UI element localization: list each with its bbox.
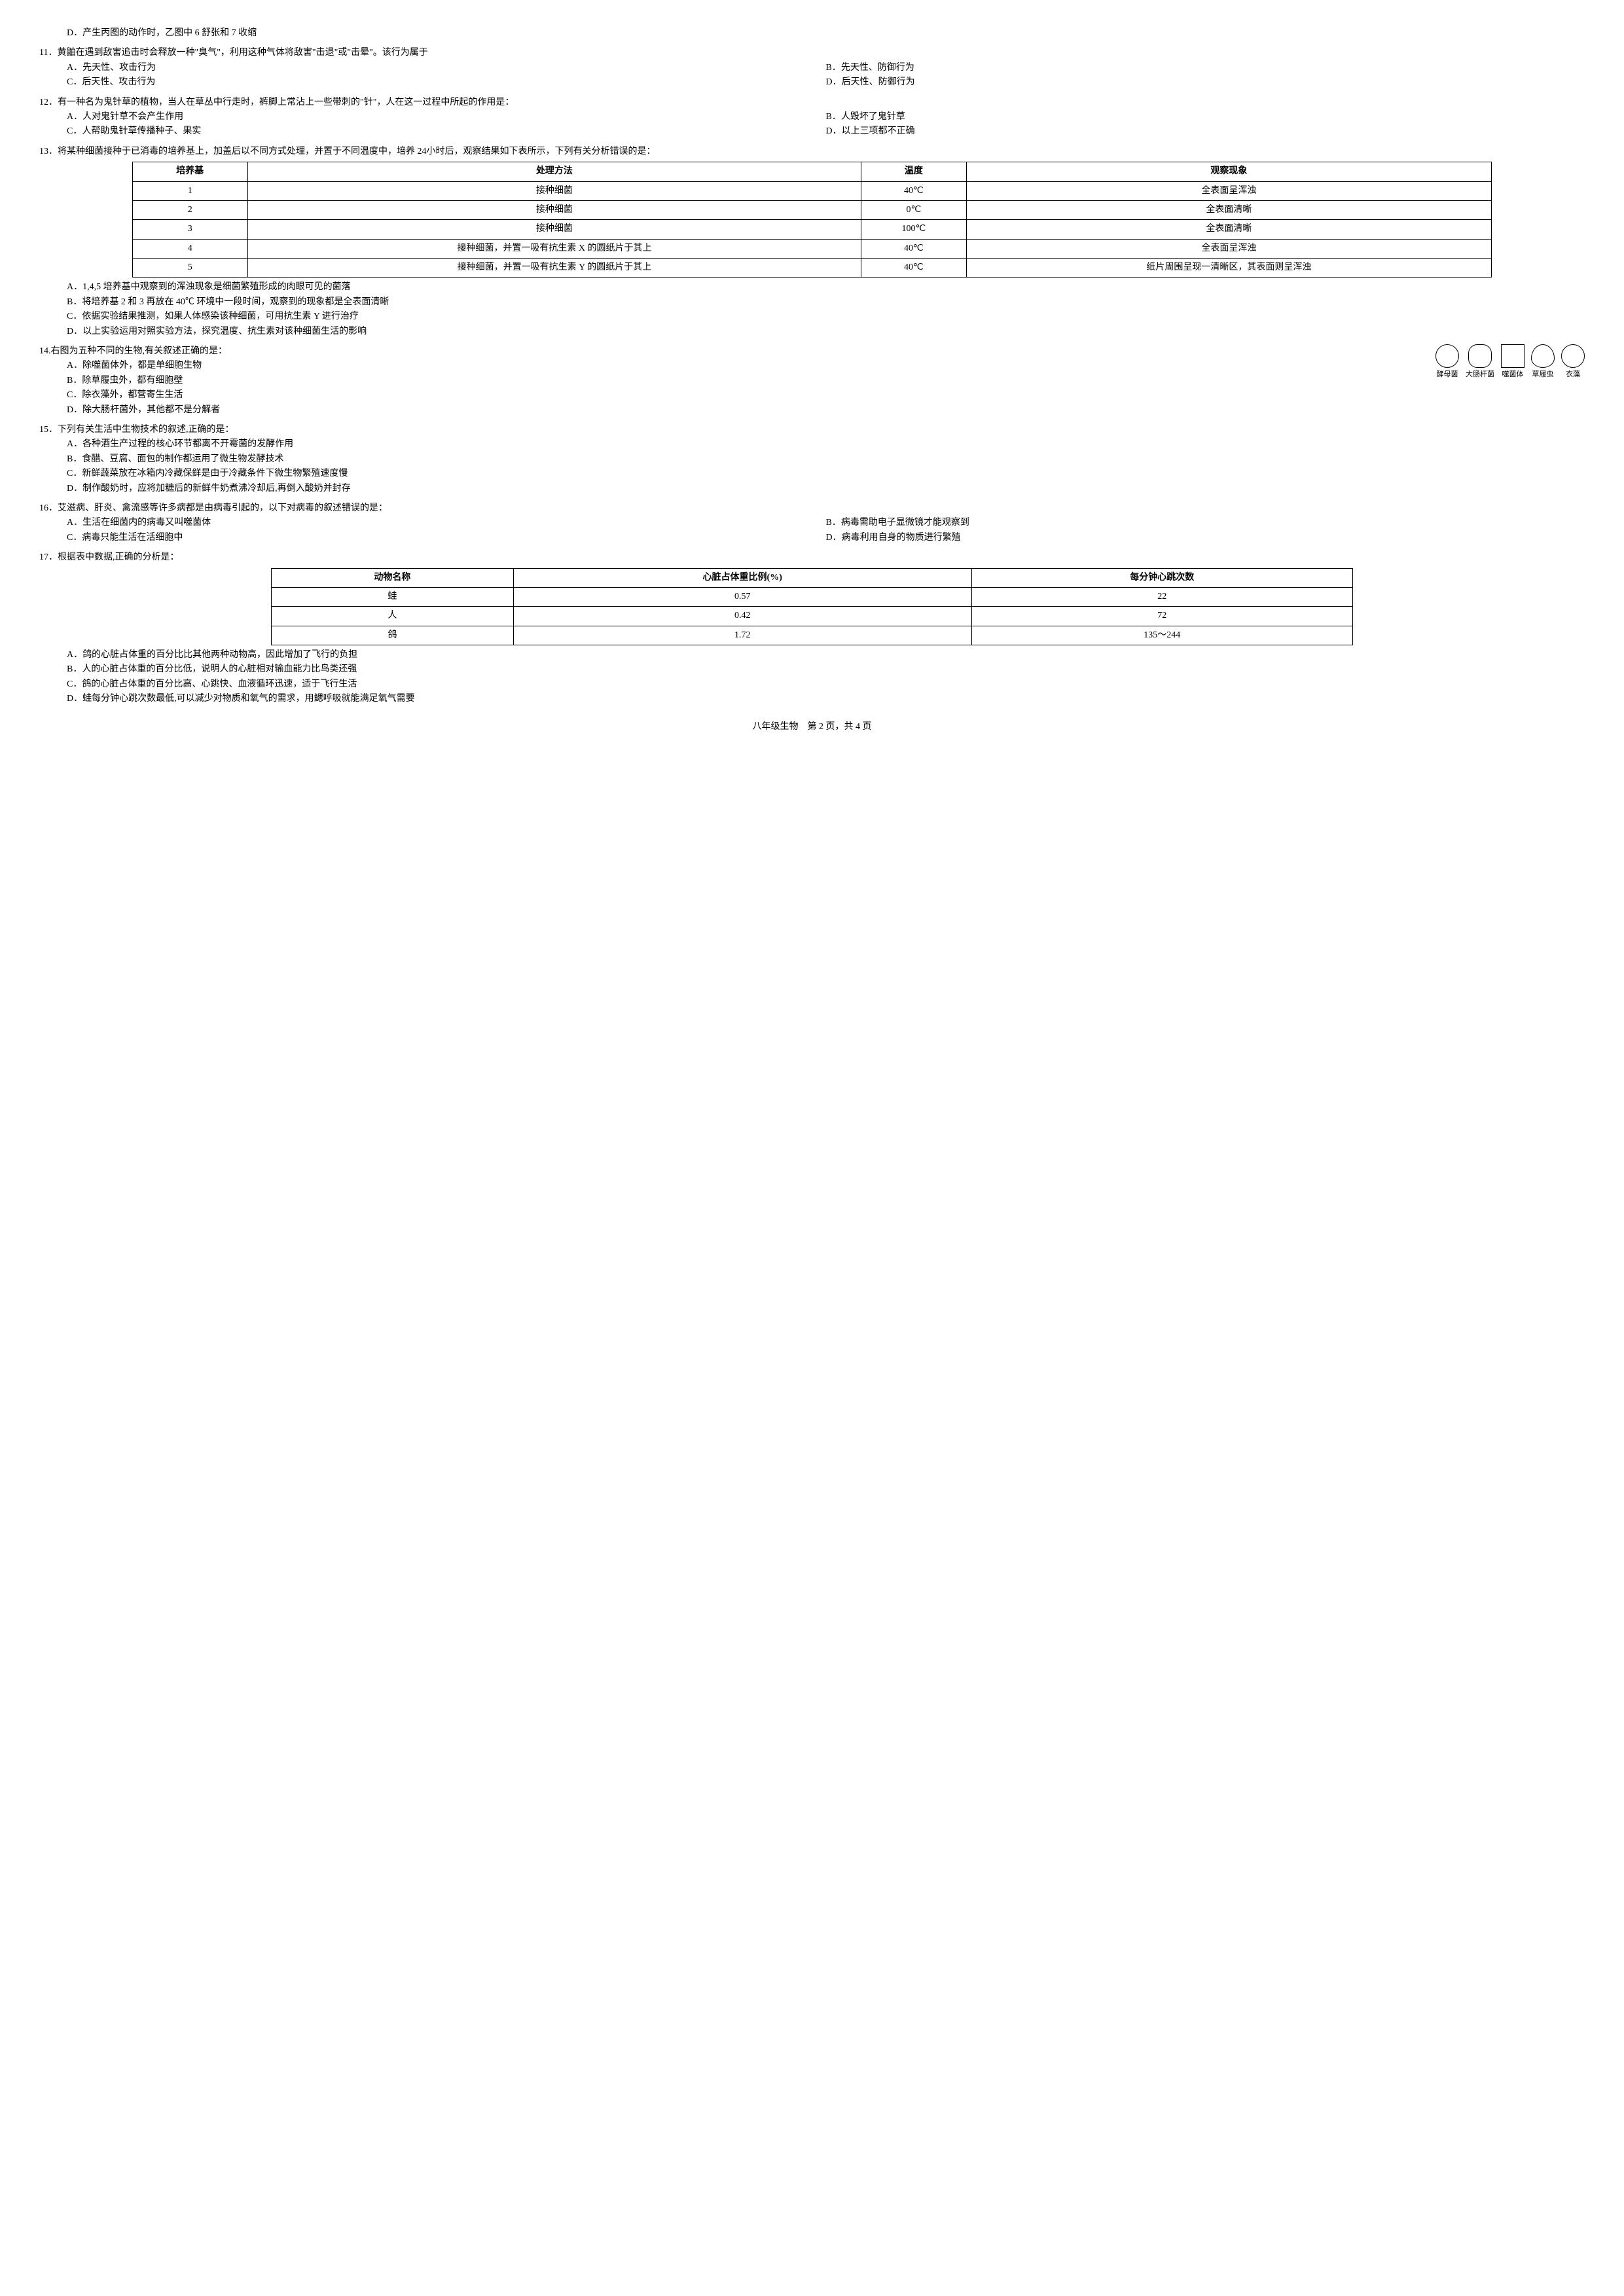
table-row: 人 0.42 72 bbox=[272, 607, 1353, 626]
q16-option-c: C．病毒只能生活在活细胞中 bbox=[67, 531, 826, 545]
q12-option-a: A．人对鬼针草不会产生作用 bbox=[67, 110, 826, 124]
q11-option-b: B．先天性、防御行为 bbox=[826, 61, 1585, 75]
q12-option-d: D．以上三项都不正确 bbox=[826, 124, 1585, 139]
table-row: 蛙 0.57 22 bbox=[272, 587, 1353, 606]
q17-option-a: A．鸽的心脏占体重的百分比比其他两种动物高，因此增加了飞行的负担 bbox=[39, 648, 1585, 662]
q13-th-1: 处理方法 bbox=[247, 162, 861, 181]
q11-option-a: A．先天性、攻击行为 bbox=[67, 61, 826, 75]
q14-figure: 酵母菌 大肠杆菌 噬菌体 草履虫 衣藻 bbox=[1435, 344, 1585, 381]
q13-option-c: C．依据实验结果推测，如果人体感染该种细菌，可用抗生素 Y 进行治疗 bbox=[39, 310, 1585, 324]
table-row: 1 接种细菌 40℃ 全表面呈浑浊 bbox=[132, 181, 1492, 200]
table-row: 5 接种细菌，并置一吸有抗生素 Y 的圆纸片于其上 40℃ 纸片周围呈现一清晰区… bbox=[132, 259, 1492, 278]
q15-stem: 15．下列有关生活中生物技术的叙述,正确的是： bbox=[39, 423, 1585, 437]
chlamydomonas-icon bbox=[1561, 344, 1585, 368]
q11-option-d: D．后天性、防御行为 bbox=[826, 75, 1585, 90]
q14-stem: 14.右图为五种不同的生物,有关叙述正确的是： bbox=[39, 344, 1435, 359]
yeast-icon bbox=[1435, 344, 1459, 368]
table-row: 4 接种细菌，并置一吸有抗生素 X 的圆纸片于其上 40℃ 全表面呈浑浊 bbox=[132, 239, 1492, 258]
q12-option-b: B．人毁坏了鬼针草 bbox=[826, 110, 1585, 124]
q13-table: 培养基 处理方法 温度 观察现象 1 接种细菌 40℃ 全表面呈浑浊 2 接种细… bbox=[132, 162, 1492, 278]
q13-th-0: 培养基 bbox=[132, 162, 247, 181]
q15-option-d: D．制作酸奶时，应将加糖后的新鲜牛奶煮沸冷却后,再倒入酸奶并封存 bbox=[39, 482, 1585, 496]
q17-th-1: 心脏占体重比例(%) bbox=[513, 568, 971, 587]
q10-option-d: D．产生丙图的动作时，乙图中 6 舒张和 7 收缩 bbox=[39, 26, 1585, 41]
q11-option-c: C．后天性、攻击行为 bbox=[67, 75, 826, 90]
q13-th-2: 温度 bbox=[861, 162, 966, 181]
q12-stem: 12．有一种名为鬼针草的植物，当人在草丛中行走时，裤脚上常沾上一些带刺的"针"，… bbox=[39, 96, 1585, 110]
q13-th-3: 观察现象 bbox=[966, 162, 1492, 181]
q14-option-a: A．除噬菌体外，都是单细胞生物 bbox=[39, 359, 1435, 373]
q17-table: 动物名称 心脏占体重比例(%) 每分钟心跳次数 蛙 0.57 22 人 0.42… bbox=[271, 568, 1353, 646]
q15-option-a: A．各种酒生产过程的核心环节都离不开霉菌的发酵作用 bbox=[39, 437, 1585, 452]
q16-option-d: D．病毒利用自身的物质进行繁殖 bbox=[826, 531, 1585, 545]
table-row: 2 接种细菌 0℃ 全表面清晰 bbox=[132, 200, 1492, 219]
q13-option-b: B．将培养基 2 和 3 再放在 40℃ 环境中一段时间，观察到的现象都是全表面… bbox=[39, 295, 1585, 310]
q17-option-d: D．蛙每分钟心跳次数最低,可以减少对物质和氧气的需求，用鳃呼吸就能满足氧气需要 bbox=[39, 692, 1585, 706]
q16-option-a: A．生活在细菌内的病毒又叫噬菌体 bbox=[67, 516, 826, 530]
q16-stem: 16．艾滋病、肝炎、禽流感等许多病都是由病毒引起的，以下对病毒的叙述错误的是： bbox=[39, 501, 1585, 516]
q16-option-b: B．病毒需助电子显微镜才能观察到 bbox=[826, 516, 1585, 530]
ecoli-icon bbox=[1468, 344, 1492, 368]
table-row: 鸽 1.72 135～244 bbox=[272, 626, 1353, 645]
q17-stem: 17．根据表中数据,正确的分析是： bbox=[39, 550, 1585, 565]
q12-option-c: C．人帮助鬼针草传播种子、果实 bbox=[67, 124, 826, 139]
q14-option-b: B．除草履虫外，都有细胞壁 bbox=[39, 374, 1435, 388]
q14-option-c: C．除衣藻外，都营寄生生活 bbox=[39, 388, 1435, 403]
paramecium-icon bbox=[1531, 344, 1555, 368]
q13-option-d: D．以上实验运用对照实验方法，探究温度、抗生素对该种细菌生活的影响 bbox=[39, 325, 1585, 339]
page-footer: 八年级生物 第 2 页，共 4 页 bbox=[39, 720, 1585, 734]
phage-icon bbox=[1501, 344, 1525, 368]
q17-option-c: C．鸽的心脏占体重的百分比高、心跳快、血液循环迅速，适于飞行生活 bbox=[39, 677, 1585, 692]
q17-th-2: 每分钟心跳次数 bbox=[971, 568, 1352, 587]
table-row: 3 接种细菌 100℃ 全表面清晰 bbox=[132, 220, 1492, 239]
q11-stem: 11．黄鼬在遇到敌害追击时会释放一种"臭气"，利用这种气体将敌害"击退"或"击晕… bbox=[39, 46, 1585, 60]
q15-option-c: C．新鲜蔬菜放在冰箱内冷藏保鲜是由于冷藏条件下微生物繁殖速度慢 bbox=[39, 467, 1585, 481]
q13-stem: 13．将某种细菌接种于已消毒的培养基上，加盖后以不同方式处理，并置于不同温度中，… bbox=[39, 145, 1585, 159]
q14-option-d: D．除大肠杆菌外，其他都不是分解者 bbox=[39, 403, 1435, 418]
q13-option-a: A．1,4,5 培养基中观察到的浑浊现象是细菌繁殖形成的肉眼可见的菌落 bbox=[39, 280, 1585, 295]
q17-th-0: 动物名称 bbox=[272, 568, 513, 587]
q15-option-b: B．食醋、豆腐、面包的制作都运用了微生物发酵技术 bbox=[39, 452, 1585, 467]
q17-option-b: B．人的心脏占体重的百分比低，说明人的心脏相对输血能力比鸟类还强 bbox=[39, 662, 1585, 677]
